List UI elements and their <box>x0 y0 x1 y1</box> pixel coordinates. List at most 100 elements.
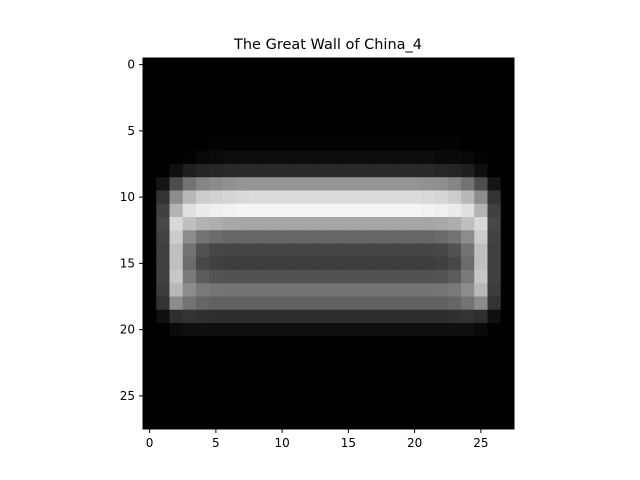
heatmap-cell-21-17 <box>368 336 382 350</box>
heatmap-cell-1-27 <box>500 71 515 85</box>
heatmap-cell-3-18 <box>381 97 396 112</box>
heatmap-cell-25-18 <box>381 389 396 403</box>
heatmap-cell-22-3 <box>182 349 197 364</box>
heatmap-cell-10-27 <box>500 190 515 205</box>
heatmap-cell-26-4 <box>196 402 210 417</box>
heatmap-cell-27-13 <box>315 415 329 430</box>
heatmap-cell-6-0 <box>143 137 157 152</box>
heatmap-cell-5-4 <box>196 124 210 138</box>
heatmap-cell-13-24 <box>461 230 475 244</box>
heatmap-cell-14-0 <box>143 243 157 258</box>
heatmap-cell-17-12 <box>302 283 316 297</box>
heatmap-cell-21-2 <box>169 336 184 350</box>
heatmap-cell-4-15 <box>341 111 356 125</box>
heatmap-cell-11-3 <box>182 203 197 218</box>
heatmap-cell-11-11 <box>288 203 303 218</box>
heatmap-cell-2-6 <box>222 84 237 99</box>
heatmap-cell-14-17 <box>368 243 382 258</box>
heatmap-cell-27-3 <box>182 415 197 430</box>
heatmap-cell-0-5 <box>209 58 223 72</box>
heatmap-cell-5-10 <box>275 124 290 138</box>
heatmap-cell-26-26 <box>487 402 502 417</box>
heatmap-cell-10-8 <box>249 190 263 205</box>
heatmap-cell-11-7 <box>235 203 250 218</box>
heatmap-cell-3-16 <box>355 97 369 112</box>
heatmap-cell-0-27 <box>500 58 515 72</box>
heatmap-cell-12-22 <box>434 217 449 231</box>
heatmap-cell-21-19 <box>394 336 409 350</box>
heatmap-cell-18-9 <box>262 296 276 311</box>
heatmap-cell-21-5 <box>209 336 223 350</box>
heatmap-cell-13-17 <box>368 230 382 244</box>
heatmap-cell-20-26 <box>487 323 502 337</box>
heatmap-cell-19-11 <box>288 309 303 324</box>
heatmap-cell-4-8 <box>249 111 263 125</box>
heatmap-cell-23-17 <box>368 362 382 377</box>
heatmap-cell-14-9 <box>262 243 276 258</box>
heatmap-cell-5-25 <box>474 124 488 138</box>
heatmap-cell-14-2 <box>169 243 184 258</box>
heatmap-cell-25-20 <box>408 389 422 403</box>
heatmap-cell-8-18 <box>381 164 396 178</box>
heatmap-cell-19-6 <box>222 309 237 324</box>
heatmap-cell-20-18 <box>381 323 396 337</box>
heatmap-cell-23-5 <box>209 362 223 377</box>
heatmap-cell-9-1 <box>156 177 170 191</box>
heatmap-cell-4-25 <box>474 111 488 125</box>
heatmap-cell-22-0 <box>143 349 157 364</box>
heatmap-cell-0-6 <box>222 58 237 72</box>
heatmap-cell-6-6 <box>222 137 237 152</box>
heatmap-cell-2-13 <box>315 84 329 99</box>
heatmap-cell-0-9 <box>262 58 276 72</box>
heatmap-cell-26-24 <box>461 402 475 417</box>
heatmap-cell-14-6 <box>222 243 237 258</box>
heatmap-cell-9-17 <box>368 177 382 191</box>
heatmap-cell-21-16 <box>355 336 369 350</box>
heatmap-cell-11-13 <box>315 203 329 218</box>
heatmap-cell-17-0 <box>143 283 157 297</box>
heatmap-cell-9-6 <box>222 177 237 191</box>
heatmap-cell-18-6 <box>222 296 237 311</box>
heatmap-cell-17-13 <box>315 283 329 297</box>
heatmap-cell-6-15 <box>341 137 356 152</box>
heatmap-cell-1-12 <box>302 71 316 85</box>
heatmap-cell-23-27 <box>500 362 515 377</box>
heatmap-cell-13-25 <box>474 230 488 244</box>
heatmap-cell-19-1 <box>156 309 170 324</box>
heatmap-cell-23-26 <box>487 362 502 377</box>
heatmap-cell-22-4 <box>196 349 210 364</box>
heatmap-cell-25-14 <box>328 389 343 403</box>
heatmap-cell-25-8 <box>249 389 263 403</box>
heatmap-cell-6-26 <box>487 137 502 152</box>
heatmap-cell-2-23 <box>447 84 462 99</box>
heatmap-cell-9-2 <box>169 177 184 191</box>
heatmap-cell-1-3 <box>182 71 197 85</box>
heatmap-cell-24-5 <box>209 376 223 390</box>
heatmap-cell-0-3 <box>182 58 197 72</box>
heatmap-cell-12-3 <box>182 217 197 231</box>
heatmap-cell-17-11 <box>288 283 303 297</box>
heatmap-cell-20-1 <box>156 323 170 337</box>
heatmap-cell-13-3 <box>182 230 197 244</box>
heatmap-cell-21-6 <box>222 336 237 350</box>
heatmap-cell-6-16 <box>355 137 369 152</box>
heatmap-cell-13-18 <box>381 230 396 244</box>
heatmap-cell-17-17 <box>368 283 382 297</box>
heatmap-cell-19-23 <box>447 309 462 324</box>
heatmap-cell-21-20 <box>408 336 422 350</box>
heatmap-cell-3-20 <box>408 97 422 112</box>
heatmap-cell-10-5 <box>209 190 223 205</box>
heatmap-cell-23-24 <box>461 362 475 377</box>
heatmap-cell-7-7 <box>235 150 250 165</box>
heatmap-cell-4-24 <box>461 111 475 125</box>
heatmap-cell-4-18 <box>381 111 396 125</box>
heatmap-cell-1-0 <box>143 71 157 85</box>
heatmap-cell-23-6 <box>222 362 237 377</box>
heatmap-cell-20-4 <box>196 323 210 337</box>
heatmap-cell-22-1 <box>156 349 170 364</box>
heatmap-cell-19-20 <box>408 309 422 324</box>
heatmap-cell-26-2 <box>169 402 184 417</box>
heatmap-cell-24-0 <box>143 376 157 390</box>
heatmap-cell-3-15 <box>341 97 356 112</box>
heatmap-cell-16-16 <box>355 270 369 284</box>
